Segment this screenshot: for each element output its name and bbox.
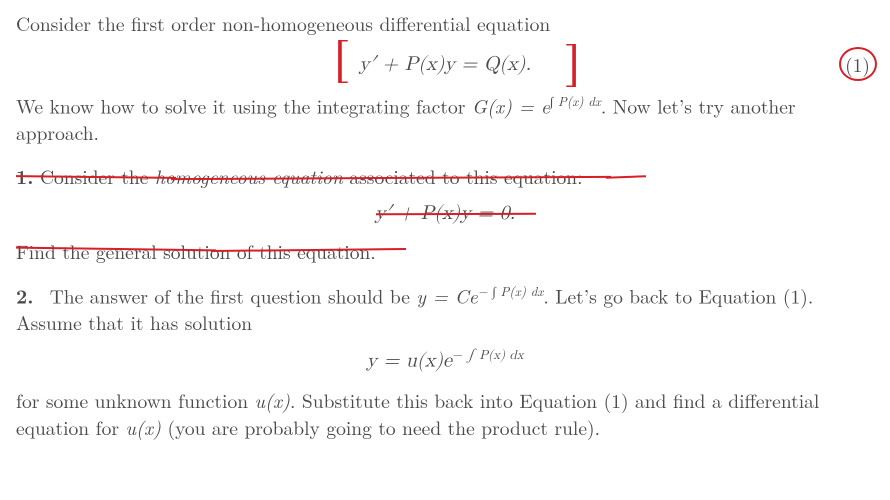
item-2-ans-exp: − ∫ P(x) dx: [478, 281, 544, 300]
intro-paragraph: Consider the first order non-homogeneous…: [16, 10, 874, 36]
item-2-para-1: 2. The answer of the first question shou…: [16, 282, 874, 335]
equation-1-body: y′ + P(x)y = Q(x).: [359, 51, 531, 78]
integrating-factor-paragraph: We know how to solve it using the integr…: [16, 92, 874, 145]
item-1-text-c: Find the general solution of this equati…: [16, 237, 376, 265]
item-1-line-1: 1. Consider the homogeneous equation ass…: [16, 163, 874, 189]
item-1-block: 1. Consider the homogeneous equation ass…: [16, 163, 874, 264]
equation-1-row: [ y′ + P(x)y = Q(x). ] (1): [16, 42, 874, 86]
item-2-ux: u(x): [255, 386, 290, 414]
item-1-equation-row: y′ + P(x)y = 0.: [16, 196, 874, 232]
item-1-number: 1.: [16, 162, 33, 190]
item-2-equation-row: y = u(x)e− ∫ P(x) dx: [16, 341, 874, 381]
item-2-eq-lhs: y = u(x)e: [366, 351, 452, 371]
item-1-em: homogeneous equation: [155, 162, 343, 190]
item-2-ans-lhs: y = Ce: [416, 282, 477, 310]
item-1-text-a: Consider the: [40, 162, 155, 190]
item-2-equation: y = u(x)e− ∫ P(x) dx: [366, 347, 523, 375]
if-text-a: We know how to solve it using the integr…: [16, 92, 472, 120]
document-page: Consider the first order non-homogeneous…: [0, 0, 890, 456]
item-2-para-2: for some unknown function u(x). Substitu…: [16, 387, 874, 440]
intro-text: Consider the first order non-homogeneous…: [16, 9, 550, 37]
item-2-ux2: u(x): [126, 413, 161, 441]
equation-1-label: (1): [845, 51, 870, 77]
item-1-line-2: Find the general solution of this equati…: [16, 238, 874, 264]
spacer-2: [16, 270, 874, 282]
item-2-text-a: The answer of the first question should …: [50, 282, 417, 310]
if-lhs: G(x) = e: [472, 92, 550, 120]
item-2-text-e: (you are probably going to need the prod…: [161, 413, 600, 441]
if-exponent: ∫ P(x) dx: [550, 91, 601, 110]
item-2-number: 2.: [16, 282, 33, 310]
item-2-eq-exp: − ∫ P(x) dx: [452, 349, 524, 362]
item-1-equation: y′ + P(x)y = 0.: [375, 200, 515, 227]
item-2-text-c: for some unknown function: [16, 386, 255, 414]
item-1-text-b: associated to this equation:: [343, 162, 583, 190]
